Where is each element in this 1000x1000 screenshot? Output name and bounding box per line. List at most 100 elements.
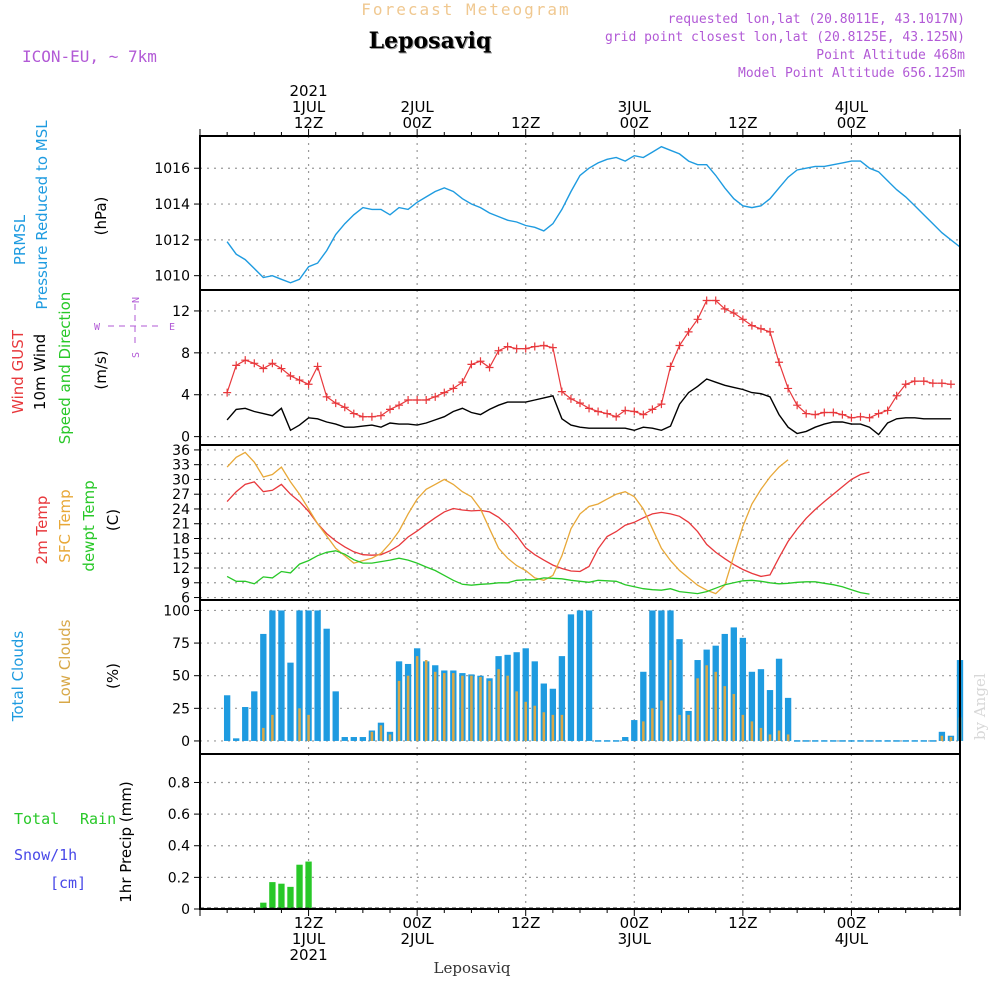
top-time-label: 4JUL — [835, 98, 869, 116]
gust-point — [331, 399, 340, 408]
wind-label: 10m Wind — [31, 334, 49, 410]
gust-point — [250, 359, 259, 368]
grid-point-coords: grid point closest lon,lat (20.8125E, 43… — [605, 30, 965, 45]
wind-unit: (m/s) — [92, 350, 110, 389]
bottom-time-label: 00Z — [402, 914, 431, 932]
gust-point — [621, 406, 630, 415]
top-time-label: 12Z — [728, 114, 757, 132]
panel-1-yaxis: 1010 1012 1014 1016 — [154, 161, 960, 285]
pressure-unit: (hPa) — [92, 197, 110, 236]
low-cloud-bar — [271, 714, 274, 741]
bottom-time-label: 00Z — [837, 914, 866, 932]
total-cloud-bar — [323, 628, 330, 741]
low-cloud-bar — [940, 735, 944, 741]
top-time-label: 00Z — [620, 114, 649, 132]
y-tick-label: 0 — [181, 430, 190, 446]
wind-speed-line — [226, 378, 951, 436]
total-cloud-bar — [269, 610, 276, 741]
y-tick-label: 50 — [172, 669, 190, 685]
gust-point — [639, 410, 648, 419]
low-clouds-bars — [262, 656, 962, 741]
compass-n: N — [131, 297, 142, 303]
speed-dir-label: Speed and Direction — [56, 292, 74, 445]
total-cloud-bar — [622, 737, 629, 741]
gust-point — [702, 296, 711, 305]
total-cloud-bar — [567, 614, 575, 741]
low-cloud-bar — [651, 708, 654, 741]
low-cloud-bar — [551, 714, 555, 741]
low-cloud-bar — [262, 727, 265, 741]
y-tick-label: 12 — [172, 304, 190, 320]
top-time-label: 1JUL — [292, 98, 326, 116]
snow-label: Snow/1h — [14, 846, 77, 864]
gust-point — [937, 379, 946, 388]
total-cloud-bar — [531, 661, 538, 741]
clouds-unit: (%) — [104, 663, 122, 689]
gust-point — [838, 410, 847, 419]
gust-point — [802, 409, 811, 418]
gust-point — [729, 309, 738, 318]
bottom-time-label: 4JUL — [835, 930, 869, 948]
gust-point — [286, 371, 295, 380]
rain-label: Rain — [80, 810, 116, 828]
gust-point — [512, 344, 521, 353]
total-cloud-bar — [296, 610, 303, 741]
gust-point — [458, 378, 467, 387]
gust-point — [539, 341, 548, 350]
y-tick-label: 0.4 — [168, 839, 190, 855]
low-cloud-bar — [424, 660, 428, 741]
rain-bars — [260, 861, 312, 909]
gust-point — [756, 324, 765, 333]
rain-bar — [296, 864, 303, 909]
top-time-label: 00Z — [402, 114, 431, 132]
rain-bar — [287, 886, 294, 909]
gust-point — [883, 406, 892, 415]
low-cloud-bar — [415, 656, 419, 741]
gust-point — [820, 408, 829, 417]
t2m-label: 2m Temp — [33, 496, 51, 565]
gust-point — [494, 346, 503, 355]
gust-point — [684, 327, 693, 336]
total-cloud-bar — [260, 633, 267, 741]
gust-point — [666, 362, 675, 371]
total-cloud-bar — [332, 691, 339, 741]
gust-point — [784, 384, 793, 393]
panel-3-grid — [307, 445, 853, 600]
total-cloud-bar — [730, 627, 737, 741]
gust-point — [829, 408, 838, 417]
top-time-label: 00Z — [837, 114, 866, 132]
total-cloud-bar — [359, 737, 367, 741]
total-cloud-bar — [287, 662, 294, 741]
gust-point — [910, 377, 919, 386]
gust-point — [431, 392, 440, 401]
low-cloud-bar — [298, 708, 301, 741]
low-cloud-bar — [759, 727, 763, 741]
panel-5-grid — [307, 754, 853, 909]
gust-point — [874, 409, 883, 418]
gust-markers — [223, 296, 955, 422]
y-tick-label: 0.6 — [168, 807, 190, 823]
temp-unit: (C) — [104, 509, 122, 531]
panel-5-yaxis: 0 0.2 0.4 0.6 0.8 — [168, 775, 960, 918]
low-cloud-bar — [732, 693, 736, 741]
y-tick-label: 36 — [172, 443, 190, 459]
y-tick-label: 33 — [172, 458, 190, 474]
panel-1-grid — [307, 136, 853, 290]
gust-point — [521, 344, 530, 353]
panel-3-frame — [199, 444, 961, 601]
gust-point — [367, 412, 376, 421]
y-tick-label: 12 — [172, 561, 190, 577]
panel-2-grid — [307, 290, 853, 445]
y-tick-label: 24 — [172, 502, 190, 518]
low-cloud-bar — [388, 734, 392, 741]
low-cloud-bar — [443, 673, 446, 741]
sfc-temp-label: SFC Temp — [56, 489, 74, 562]
gust-point — [856, 412, 865, 421]
gust-point — [576, 399, 584, 408]
gust-point — [946, 380, 955, 389]
low-cloud-bar — [406, 675, 410, 741]
gust-point — [919, 377, 928, 386]
total-cloud-bar — [757, 669, 765, 741]
low-clouds-label: Low Clouds — [56, 619, 74, 704]
